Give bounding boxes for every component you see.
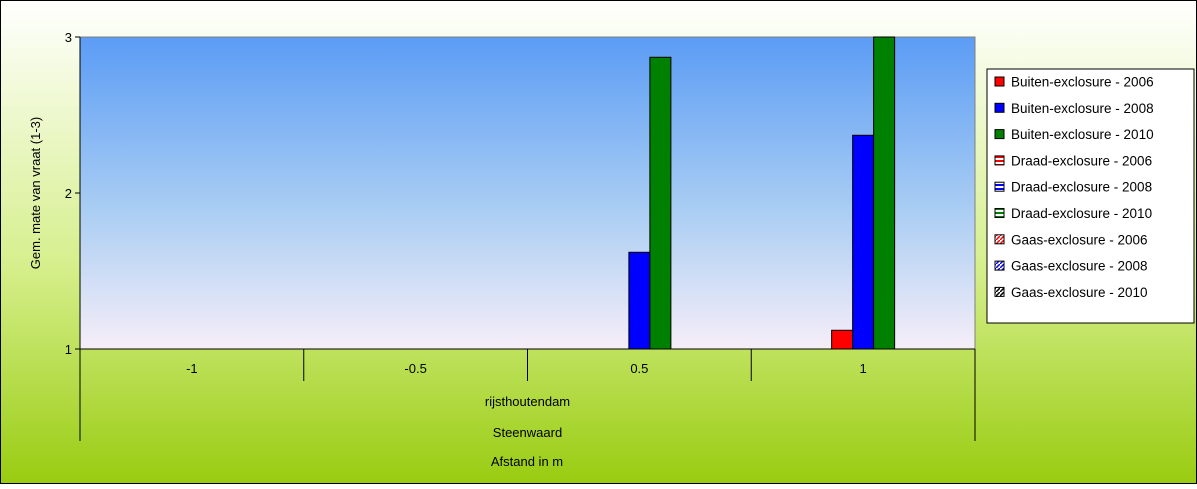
legend-swatch [994, 181, 1005, 192]
legend-label: Buiten-exclosure - 2006 [1011, 75, 1154, 90]
x-axis: -1 -0.5 0.5 1 rijsthoutendam Steenwaard [79, 348, 976, 441]
x-group-label: rijsthoutendam [485, 394, 570, 409]
bars [628, 36, 896, 350]
x-tick-label: -1 [186, 361, 198, 376]
legend-swatch [994, 76, 1005, 87]
x-group-label: Steenwaard [493, 425, 562, 440]
y-axis-label: Gem. mate van vraat (1-3) [28, 117, 43, 269]
legend-box [986, 68, 1195, 324]
y-tick-label: 2 [65, 186, 72, 201]
legend-label: Gaas-exclosure - 2006 [1011, 232, 1148, 247]
bar [873, 36, 896, 350]
legend-swatch [994, 234, 1005, 245]
legend-swatch [994, 286, 1005, 297]
legend-swatch [994, 208, 1005, 218]
bar [628, 251, 651, 350]
legend-label: Buiten-exclosure - 2008 [1011, 101, 1154, 116]
legend-swatch [994, 260, 1005, 271]
legend-label: Gaas-exclosure - 2008 [1011, 259, 1148, 274]
x-tick-label: 1 [860, 361, 867, 376]
plot-area [79, 36, 976, 350]
x-axis-label: Afstand in m [491, 454, 563, 469]
y-axis: 1 2 3 [65, 30, 81, 357]
bar [831, 329, 854, 350]
legend-label: Draad-exclosure - 2008 [1011, 180, 1152, 195]
legend-label: Gaas-exclosure - 2010 [1011, 285, 1148, 300]
y-tick-label: 1 [65, 342, 72, 357]
legend: Buiten-exclosure - 2006 Buiten-exclosure … [986, 68, 1195, 324]
bar [649, 56, 672, 350]
legend-swatch [994, 102, 1005, 113]
legend-label: Buiten-exclosure - 2010 [1011, 127, 1154, 142]
y-tick-label: 3 [65, 30, 72, 45]
x-tick-label: -0.5 [404, 361, 426, 376]
legend-swatch [994, 155, 1005, 166]
bar [852, 134, 875, 350]
x-tick-label: 0.5 [630, 361, 648, 376]
legend-label: Draad-exclosure - 2010 [1011, 206, 1152, 221]
legend-label: Draad-exclosure - 2006 [1011, 153, 1152, 168]
legend-swatch [994, 129, 1005, 140]
